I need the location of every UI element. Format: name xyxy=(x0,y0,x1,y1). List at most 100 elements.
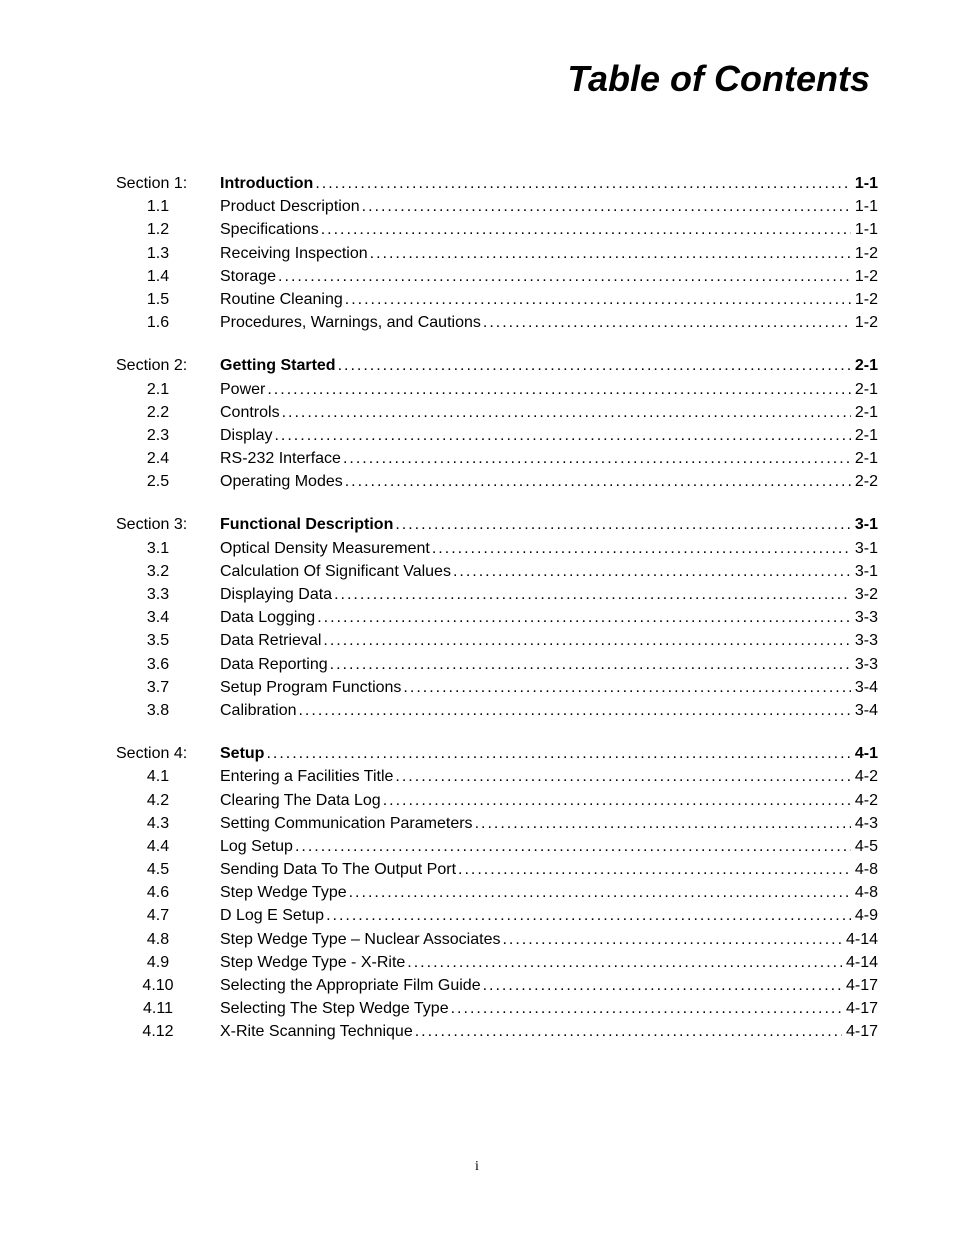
toc-entry-label: Routine Cleaning xyxy=(220,288,343,311)
toc-leader-dots xyxy=(313,172,851,195)
toc-leader-dots xyxy=(324,904,851,927)
toc-entry-content: Selecting the Appropriate Film Guide 4-1… xyxy=(220,974,878,997)
toc-entry-page: 2-2 xyxy=(851,470,878,493)
toc-entry-number: 4.7 xyxy=(116,904,220,927)
toc-entry-number: 1.1 xyxy=(116,195,220,218)
toc-section-label: Section 2: xyxy=(116,354,220,377)
toc-leader-dots xyxy=(430,537,851,560)
toc-entry-content: Power 2-1 xyxy=(220,378,878,401)
toc-entry-label: Display xyxy=(220,424,272,447)
toc-entry-label: Specifications xyxy=(220,218,319,241)
document-page: Table of Contents Section 1:Introduction… xyxy=(0,0,954,1044)
toc-entry-content: Product Description 1-1 xyxy=(220,195,878,218)
toc-entry-number: 4.10 xyxy=(116,974,220,997)
toc-entry: 4.6Step Wedge Type 4-8 xyxy=(116,881,878,904)
toc-entry: 4.8Step Wedge Type – Nuclear Associates … xyxy=(116,928,878,951)
toc-entry: 1.6Procedures, Warnings, and Cautions 1-… xyxy=(116,311,878,334)
toc-entry-number: 4.1 xyxy=(116,765,220,788)
toc-entry-label: Step Wedge Type xyxy=(220,881,347,904)
toc-entry-page: 3-2 xyxy=(851,583,878,606)
toc-entry-number: 4.2 xyxy=(116,789,220,812)
toc-entry: 1.4Storage 1-2 xyxy=(116,265,878,288)
toc-leader-dots xyxy=(265,378,851,401)
toc-entry: 2.2Controls 2-1 xyxy=(116,401,878,424)
toc-entry-page: 4-2 xyxy=(851,765,878,788)
toc-entry-label: Procedures, Warnings, and Cautions xyxy=(220,311,481,334)
toc-entry-page: 4-17 xyxy=(842,997,878,1020)
toc-entry-number: 4.12 xyxy=(116,1020,220,1043)
toc-entry-number: 4.8 xyxy=(116,928,220,951)
toc-entry-content: Operating Modes 2-2 xyxy=(220,470,878,493)
toc-entry-label: Data Retrieval xyxy=(220,629,321,652)
toc-entry: 3.3Displaying Data 3-2 xyxy=(116,583,878,606)
toc-entry-page: 3-4 xyxy=(851,676,878,699)
toc-leader-dots xyxy=(481,974,842,997)
toc-entry-content: RS-232 Interface 2-1 xyxy=(220,447,878,470)
toc-entry-content: Entering a Facilities Title 4-2 xyxy=(220,765,878,788)
toc-entry-number: 4.3 xyxy=(116,812,220,835)
toc-entry-label: D Log E Setup xyxy=(220,904,324,927)
toc-entry: 4.10Selecting the Appropriate Film Guide… xyxy=(116,974,878,997)
toc-entry: 4.1Entering a Facilities Title 4-2 xyxy=(116,765,878,788)
toc-leader-dots xyxy=(393,513,851,536)
toc-entry-label: Selecting the Appropriate Film Guide xyxy=(220,974,481,997)
toc-entry-content: Routine Cleaning 1-2 xyxy=(220,288,878,311)
toc-entry-label: Product Description xyxy=(220,195,360,218)
toc-entry: 1.1Product Description 1-1 xyxy=(116,195,878,218)
toc-entry: 1.3Receiving Inspection 1-2 xyxy=(116,242,878,265)
toc-entry-content: Setting Communication Parameters 4-3 xyxy=(220,812,878,835)
toc-section-title: Setup xyxy=(220,742,264,765)
toc-entry-label: Entering a Facilities Title xyxy=(220,765,393,788)
toc-entry-number: 2.1 xyxy=(116,378,220,401)
toc-entry-number: 1.3 xyxy=(116,242,220,265)
toc-leader-dots xyxy=(343,288,851,311)
toc-entry: 3.4Data Logging 3-3 xyxy=(116,606,878,629)
toc-leader-dots xyxy=(328,653,851,676)
toc-entry-page: 1-2 xyxy=(851,242,878,265)
toc-entry-page: 4-17 xyxy=(842,1020,878,1043)
toc-entry-content: Clearing The Data Log 4-2 xyxy=(220,789,878,812)
toc-entry-page: 1-1 xyxy=(851,195,878,218)
toc-entry: 4.9Step Wedge Type - X-Rite 4-14 xyxy=(116,951,878,974)
toc-leader-dots xyxy=(336,354,851,377)
toc-entry-label: Power xyxy=(220,378,265,401)
toc-entry-content: Log Setup 4-5 xyxy=(220,835,878,858)
toc-entry-content: Displaying Data 3-2 xyxy=(220,583,878,606)
toc-entry: 4.7D Log E Setup 4-9 xyxy=(116,904,878,927)
toc-entry-label: Setup Program Functions xyxy=(220,676,401,699)
toc-section: Section 4:Setup 4-14.1Entering a Facilit… xyxy=(116,742,878,1043)
toc-leader-dots xyxy=(341,447,851,470)
toc-entry-page: 4-14 xyxy=(842,928,878,951)
toc-leader-dots xyxy=(481,311,851,334)
table-of-contents: Section 1:Introduction 1-11.1Product Des… xyxy=(76,172,878,1044)
toc-entry: 3.6Data Reporting 3-3 xyxy=(116,653,878,676)
toc-leader-dots xyxy=(451,560,851,583)
page-number: i xyxy=(0,1159,954,1175)
toc-entry: 2.4RS-232 Interface 2-1 xyxy=(116,447,878,470)
toc-entry: 4.4Log Setup 4-5 xyxy=(116,835,878,858)
toc-entry-label: Storage xyxy=(220,265,276,288)
toc-entry-label: Sending Data To The Output Port xyxy=(220,858,456,881)
toc-entry-number: 1.6 xyxy=(116,311,220,334)
toc-entry-number: 3.3 xyxy=(116,583,220,606)
toc-entry-label: Controls xyxy=(220,401,280,424)
toc-entry: 4.5Sending Data To The Output Port 4-8 xyxy=(116,858,878,881)
toc-entry-content: Calculation Of Significant Values 3-1 xyxy=(220,560,878,583)
toc-entry-number: 3.7 xyxy=(116,676,220,699)
toc-section-header: Section 2:Getting Started 2-1 xyxy=(116,354,878,377)
toc-leader-dots xyxy=(319,218,851,241)
toc-leader-dots xyxy=(343,470,851,493)
toc-entry-label: Setting Communication Parameters xyxy=(220,812,473,835)
toc-entry: 4.12X-Rite Scanning Technique 4-17 xyxy=(116,1020,878,1043)
toc-leader-dots xyxy=(360,195,851,218)
toc-entry-content: Selecting The Step Wedge Type 4-17 xyxy=(220,997,878,1020)
toc-entry: 3.7Setup Program Functions 3-4 xyxy=(116,676,878,699)
toc-entry-number: 4.6 xyxy=(116,881,220,904)
toc-entry-number: 2.3 xyxy=(116,424,220,447)
toc-entry-number: 3.1 xyxy=(116,537,220,560)
toc-entry: 1.2Specifications 1-1 xyxy=(116,218,878,241)
toc-section-header: Section 3:Functional Description 3-1 xyxy=(116,513,878,536)
toc-section-header: Section 4:Setup 4-1 xyxy=(116,742,878,765)
toc-entry-content: Sending Data To The Output Port 4-8 xyxy=(220,858,878,881)
toc-leader-dots xyxy=(456,858,851,881)
